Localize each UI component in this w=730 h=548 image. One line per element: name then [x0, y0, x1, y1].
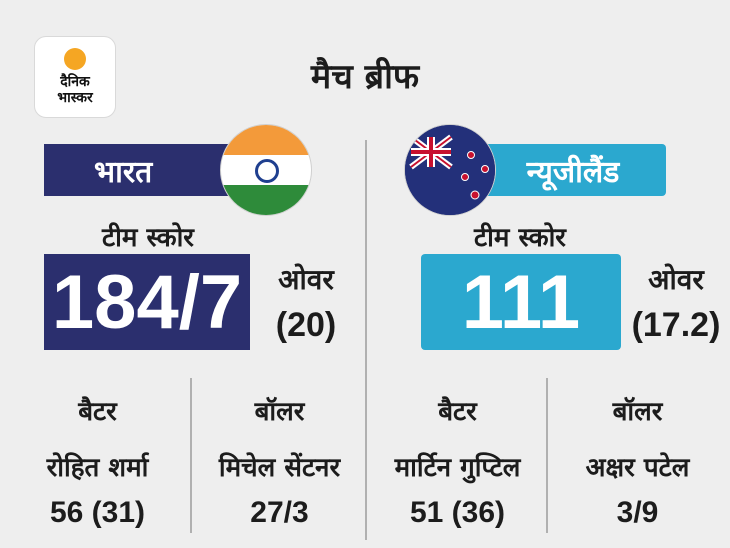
dainik-bhaskar-logo: दैनिक भास्कर — [34, 36, 116, 118]
nz-bowler-stat: बॉलर अक्षर पटेल 3/9 — [550, 392, 725, 530]
nz-batter-figure: 51 (36) — [409, 496, 506, 529]
nz-team-name: न्यूजीलैंड — [526, 154, 620, 190]
india-batter-figure: 56 (31) — [49, 496, 146, 529]
india-stats-divider — [190, 378, 192, 533]
india-bowler-figure: 27/3 — [250, 496, 309, 529]
nz-overs-label: ओवर — [648, 263, 704, 296]
india-bowler-stat: बॉलर मिचेल सेंटनर 27/3 — [192, 392, 367, 530]
nz-bowler-label: बॉलर — [612, 397, 663, 427]
india-bowler-label: बॉलर — [254, 397, 305, 427]
india-overs-value: (20) — [275, 306, 337, 344]
logo-line-2: भास्कर — [57, 90, 93, 106]
india-batter-name: रोहित शर्मा — [46, 453, 149, 483]
logo-line-1: दैनिक — [60, 74, 90, 90]
nz-batter-label: बैटर — [438, 397, 477, 427]
india-overs-label: ओवर — [278, 263, 334, 296]
india-team-score-label: टीम स्कोर — [102, 223, 194, 253]
new-zealand-flag-icon — [404, 124, 496, 216]
india-score: 184/7 — [44, 254, 250, 350]
center-divider — [365, 140, 367, 540]
nz-stats-divider — [546, 378, 548, 533]
india-batter-label: बैटर — [78, 397, 117, 427]
nz-bowler-figure: 3/9 — [616, 496, 659, 529]
india-bowler-name: मिचेल सेंटनर — [218, 453, 341, 483]
nz-bowler-name: अक्षर पटेल — [585, 453, 690, 483]
nz-team-score-label: टीम स्कोर — [474, 223, 566, 253]
logo-sun-icon — [64, 48, 86, 70]
nz-overs-value: (17.2) — [631, 306, 721, 344]
india-team-name: भारत — [94, 154, 153, 190]
nz-batter-stat: बैटर मार्टिन गुप्टिल 51 (36) — [370, 392, 545, 530]
india-batter-stat: बैटर रोहित शर्मा 56 (31) — [10, 392, 185, 530]
india-flag-icon — [220, 124, 312, 216]
nz-score: 111 — [421, 254, 621, 350]
nz-batter-name: मार्टिन गुप्टिल — [394, 453, 521, 483]
page-title: मैच ब्रीफ — [310, 57, 420, 97]
